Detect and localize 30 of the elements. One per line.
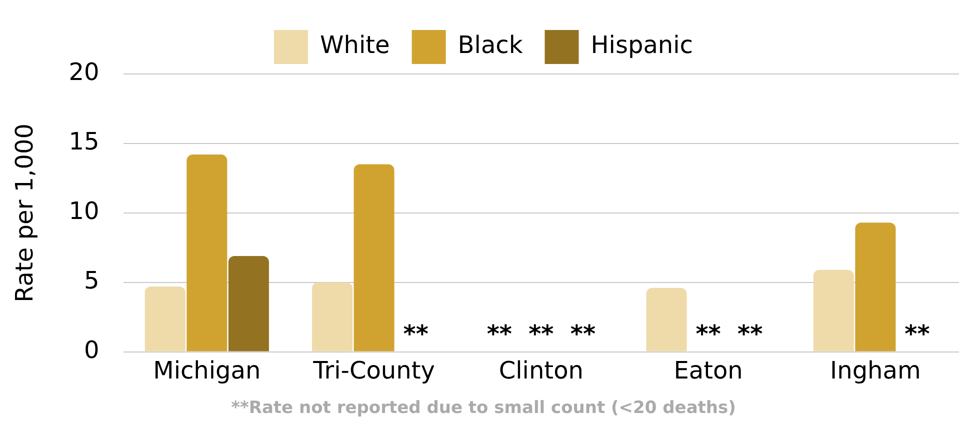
text: ** [696, 320, 721, 348]
legend-label: Black [458, 31, 523, 60]
x-tick-label: Ingham [830, 356, 921, 384]
bar [186, 154, 228, 352]
legend-label: White [320, 31, 390, 60]
text: ** [486, 320, 512, 348]
y-tick-label: 20 [68, 58, 100, 86]
bar [354, 164, 394, 352]
text: ** [738, 320, 763, 348]
x-tick-label: Michigan [153, 356, 261, 384]
x-tick-label: Eaton [674, 356, 743, 384]
y-tick-label: 0 [84, 336, 100, 364]
text: ** [528, 320, 554, 348]
bar [646, 288, 687, 352]
y-tick-label: 15 [68, 128, 100, 156]
text: ** [570, 320, 596, 348]
x-tick-label: Clinton [498, 356, 584, 384]
y-tick-label: 5 [84, 266, 100, 295]
bar [813, 270, 854, 352]
y-tick-label: 10 [68, 197, 100, 226]
bar [855, 222, 896, 352]
y-axis-title: Rate per 1,000 [10, 123, 39, 302]
text: **Rate not reported due to small count (<20 deaths) [231, 398, 736, 418]
bar [144, 286, 186, 352]
text: ** [904, 320, 930, 348]
x-tick-label: Tri-County [312, 356, 435, 384]
bar [312, 282, 353, 352]
bar [228, 256, 269, 352]
legend-label: Hispanic [590, 31, 693, 60]
text: ** [403, 320, 428, 348]
